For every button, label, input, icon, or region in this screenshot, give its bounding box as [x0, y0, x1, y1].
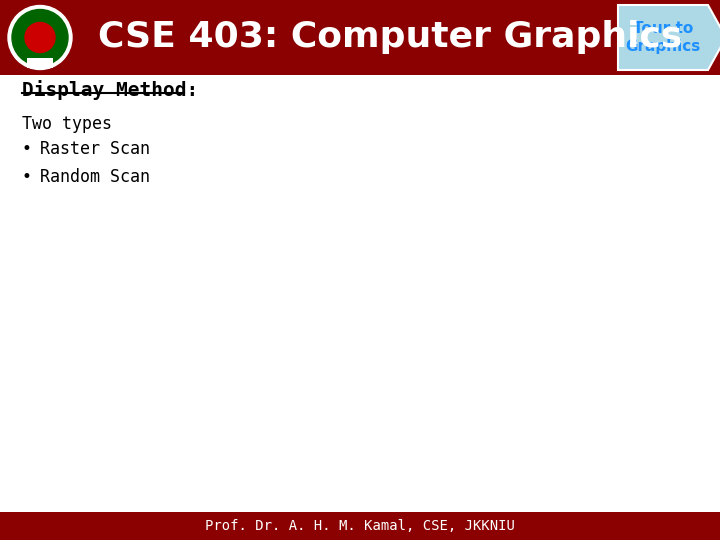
Text: CSE 403: Computer Graphics: CSE 403: Computer Graphics — [98, 21, 682, 55]
Text: Two types: Two types — [22, 115, 112, 133]
Text: Prof. Dr. A. H. M. Kamal, CSE, JKKNIU: Prof. Dr. A. H. M. Kamal, CSE, JKKNIU — [205, 519, 515, 533]
Bar — [27, 57, 53, 68]
Circle shape — [12, 10, 68, 65]
Text: Random Scan: Random Scan — [40, 168, 150, 186]
Text: Display Method:: Display Method: — [22, 80, 198, 100]
Text: Raster Scan: Raster Scan — [40, 140, 150, 158]
Text: Tour to
Graphics: Tour to Graphics — [626, 21, 701, 53]
Circle shape — [8, 5, 72, 70]
Bar — [0, 512, 720, 540]
Circle shape — [25, 23, 55, 52]
Text: •: • — [22, 140, 32, 158]
Polygon shape — [618, 5, 720, 70]
Bar — [0, 0, 720, 75]
Text: •: • — [22, 168, 32, 186]
